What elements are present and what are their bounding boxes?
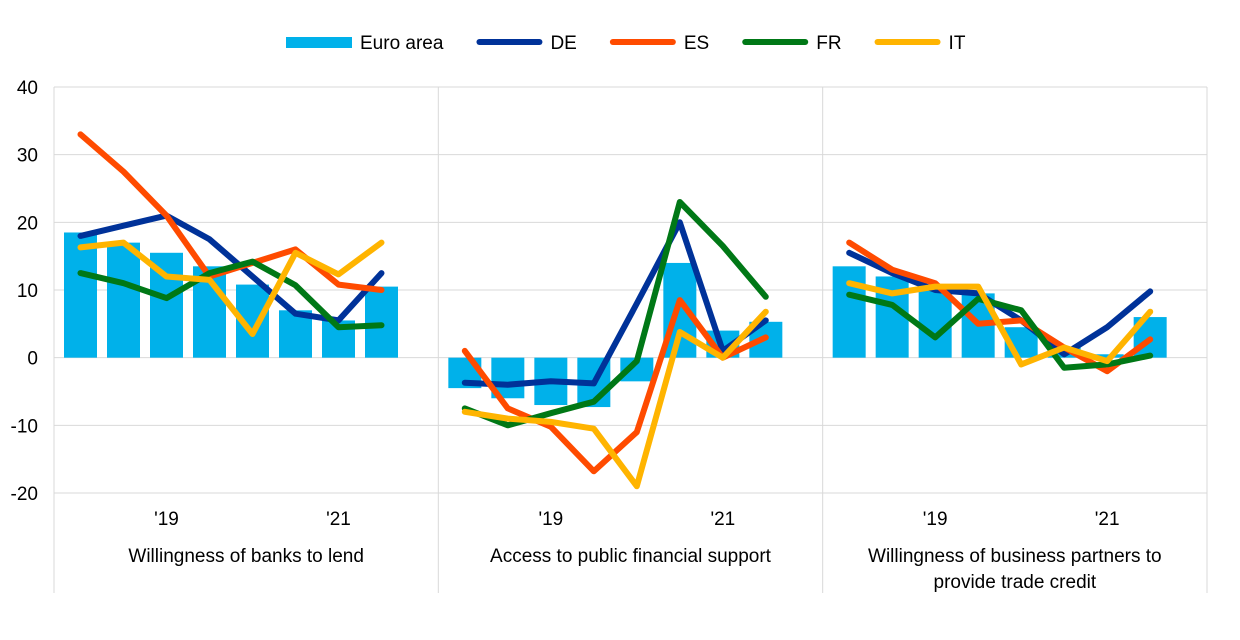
bar-euro-area: [365, 286, 398, 358]
x-tick-label: '19: [538, 509, 563, 530]
x-tick-label: '21: [326, 509, 351, 530]
bar-euro-area: [64, 232, 97, 358]
panel-title: provide trade credit: [934, 572, 1097, 593]
bar-euro-area: [107, 242, 140, 358]
y-tick-label: 0: [27, 349, 38, 370]
x-tick-label: '19: [154, 509, 179, 530]
line-it: [77, 239, 385, 337]
bar-euro-area: [832, 266, 866, 358]
legend-label: FR: [816, 33, 841, 54]
bar-euro-area: [1090, 354, 1124, 358]
panel-title: Willingness of business partners to: [868, 546, 1162, 567]
line-fr: [461, 199, 769, 429]
gridlines: [54, 86, 1207, 494]
legend: Euro area DE ES FR IT: [286, 33, 966, 54]
x-tick-label: '19: [923, 509, 948, 530]
legend-label: Euro area: [360, 33, 444, 54]
y-tick-label: 10: [17, 281, 38, 302]
line-de: [461, 219, 769, 388]
line-it: [846, 280, 1154, 368]
bar-euro-area: [620, 357, 654, 382]
legend-label: ES: [684, 33, 709, 54]
line-fr: [846, 291, 1154, 371]
y-tick-label: -10: [11, 416, 38, 437]
bar-euro-area: [918, 286, 952, 358]
x-tick-label: '21: [710, 509, 735, 530]
y-tick-label: 20: [17, 213, 38, 234]
y-tick-label: -20: [11, 484, 38, 505]
line-es: [461, 297, 769, 475]
y-tick-label: 40: [17, 78, 38, 99]
lines: [77, 131, 1154, 490]
x-tick-label: '21: [1095, 509, 1120, 530]
legend-label: DE: [550, 33, 576, 54]
y-tick-label: 30: [17, 146, 38, 167]
line-fr: [77, 258, 385, 331]
legend-swatch-euro-area: [286, 37, 352, 48]
line-it: [461, 308, 769, 490]
axes: [53, 87, 1208, 593]
panel-title: Willingness of banks to lend: [128, 546, 364, 567]
panel-title: Access to public financial support: [490, 546, 772, 567]
legend-label: IT: [949, 33, 966, 54]
labels: 40 30 20 10 0 -10 -20 '19 '21 Willingness of bank…: [11, 78, 1162, 593]
